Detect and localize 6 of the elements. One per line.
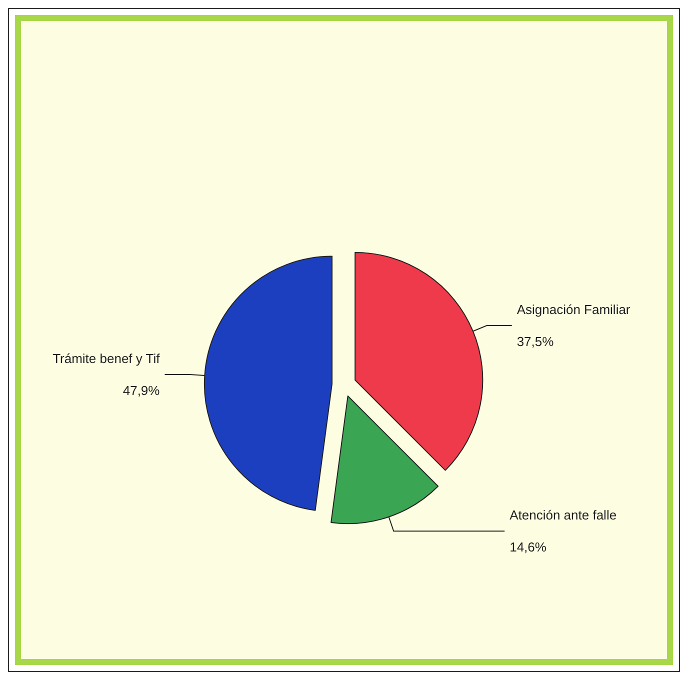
slice-label: Atención ante falle	[510, 508, 617, 523]
slice-label: Asignación Familiar	[516, 302, 631, 317]
data-label: 37,5%	[516, 334, 554, 349]
slice-label: Trámite benef y Tif	[52, 350, 160, 366]
data-label: 47,9%	[122, 382, 160, 398]
data-label: 14,6%	[510, 540, 547, 555]
